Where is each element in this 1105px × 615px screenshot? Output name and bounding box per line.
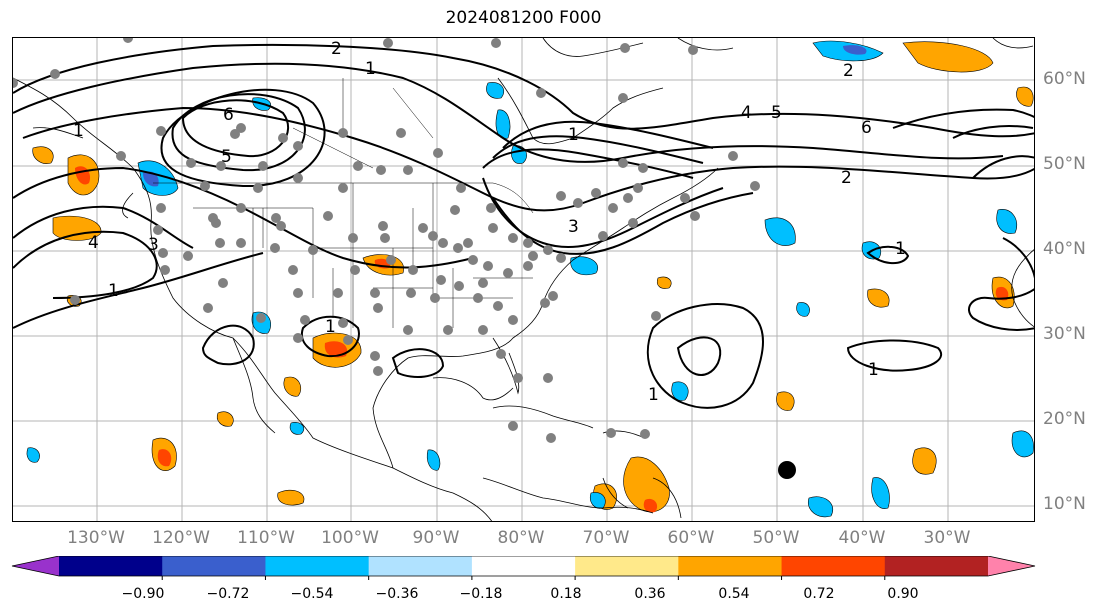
lon-label: 90°W xyxy=(412,528,460,548)
colorbar-tick-label: 0.90 xyxy=(887,586,919,602)
contour-label: 5 xyxy=(221,147,232,167)
colorbar-segment xyxy=(781,556,886,576)
lon-label: 40°W xyxy=(838,528,886,548)
colorbar-segment xyxy=(575,556,679,576)
colorbar-tick-label: −0.36 xyxy=(375,586,419,602)
colorbar-segment xyxy=(471,556,576,576)
lon-label: 60°W xyxy=(667,528,715,548)
black-dot-icon xyxy=(778,461,796,479)
station-markers xyxy=(13,38,760,443)
lon-label: 80°W xyxy=(497,528,545,548)
colorbar-segment xyxy=(265,556,370,576)
contour-label: 1 xyxy=(108,281,119,301)
contour-label: 1 xyxy=(868,360,879,380)
contour-label-group: 2 1 6 5 4 3 1 2 6 5 4 1 2 3 1 1 1 1 1 xyxy=(73,39,906,405)
contour-label: 1 xyxy=(325,317,336,337)
colorbar-tick-label: 0.18 xyxy=(550,586,582,602)
colorbar-tick-label: −0.54 xyxy=(290,586,334,602)
map-panel: 2 1 6 5 4 3 1 2 6 5 4 1 2 3 1 1 1 1 1 xyxy=(12,37,1035,522)
contour-label: 6 xyxy=(223,105,234,125)
contour-label: 2 xyxy=(843,61,854,81)
lat-label: 10°N xyxy=(1043,494,1086,514)
contour-label: 4 xyxy=(88,233,99,253)
lat-label: 20°N xyxy=(1043,409,1086,429)
contour-label: 1 xyxy=(365,59,376,79)
lon-label: 100°W xyxy=(321,528,379,548)
lon-label: 70°W xyxy=(582,528,630,548)
colorbar-segment xyxy=(884,556,989,576)
contour-label: 3 xyxy=(148,235,159,255)
colorbar-segment xyxy=(678,556,783,576)
contour-label: 1 xyxy=(895,239,906,259)
contour-label: 6 xyxy=(861,118,872,138)
colorbar-tick-label: 0.54 xyxy=(718,586,750,602)
lon-label: 120°W xyxy=(152,528,210,548)
lat-label: 50°N xyxy=(1043,154,1086,174)
positive-anomaly-fill xyxy=(32,41,1034,513)
colorbar-segment xyxy=(162,556,266,576)
colorbar-tick-label: −0.72 xyxy=(206,586,250,602)
colorbar-tick-label: 0.72 xyxy=(803,586,835,602)
colorbar-extend-low xyxy=(12,556,59,576)
contour-lines xyxy=(13,43,1034,409)
lat-label: 40°N xyxy=(1043,239,1086,259)
lon-label: 130°W xyxy=(67,528,125,548)
map-title: 2024081200 F000 xyxy=(445,8,602,28)
contour-label: 1 xyxy=(568,125,579,145)
lat-label: 60°N xyxy=(1043,69,1086,89)
lon-label: 110°W xyxy=(237,528,295,548)
contour-label: 4 xyxy=(741,103,752,123)
colorbar-tick-label: −0.90 xyxy=(121,586,165,602)
lon-label: 30°W xyxy=(923,528,971,548)
contour-label: 1 xyxy=(73,121,84,141)
coastlines xyxy=(13,38,1034,521)
map-svg: 2 1 6 5 4 3 1 2 6 5 4 1 2 3 1 1 1 1 1 xyxy=(13,38,1034,521)
colorbar-extend-high xyxy=(988,556,1035,576)
contour-label: 2 xyxy=(331,39,342,59)
contour-label: 1 xyxy=(648,385,659,405)
colorbar-tick-label: 0.36 xyxy=(634,586,666,602)
colorbar-tick-label: −0.18 xyxy=(459,586,503,602)
contour-label: 3 xyxy=(568,217,579,237)
lon-label: 50°W xyxy=(752,528,800,548)
colorbar-segment xyxy=(59,556,163,576)
colorbar xyxy=(11,556,1036,580)
contour-label: 5 xyxy=(771,103,782,123)
colorbar-segment xyxy=(368,556,473,576)
contour-label: 2 xyxy=(841,168,852,188)
colorbar-outline xyxy=(11,556,1036,577)
lat-label: 30°N xyxy=(1043,324,1086,344)
